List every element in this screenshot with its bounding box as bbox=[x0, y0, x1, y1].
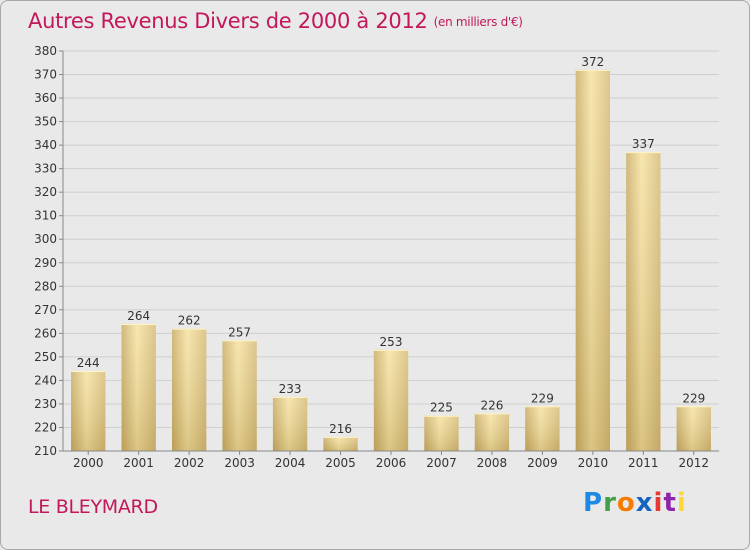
data-label: 216 bbox=[329, 422, 352, 436]
data-label: 264 bbox=[127, 309, 150, 323]
y-tick-label: 280 bbox=[34, 279, 57, 293]
x-tick-label: 2005 bbox=[325, 456, 356, 470]
x-tick-label: 2012 bbox=[678, 456, 709, 470]
bar-shade bbox=[323, 436, 358, 451]
y-tick-label: 210 bbox=[34, 444, 57, 458]
x-tick-label: 2002 bbox=[174, 456, 205, 470]
y-tick-label: 380 bbox=[34, 44, 57, 58]
y-tick-label: 270 bbox=[34, 303, 57, 317]
x-tick-label: 2001 bbox=[123, 456, 154, 470]
bar-shade bbox=[71, 371, 106, 451]
y-tick-label: 320 bbox=[34, 185, 57, 199]
x-tick-label: 2006 bbox=[376, 456, 407, 470]
data-label: 225 bbox=[430, 401, 453, 415]
bar-shade bbox=[373, 349, 409, 451]
bar-shade bbox=[676, 406, 711, 451]
y-tick-label: 220 bbox=[34, 420, 57, 434]
data-label: 257 bbox=[228, 325, 251, 339]
x-tick-label: 2010 bbox=[578, 456, 609, 470]
y-tick-label: 370 bbox=[34, 68, 57, 82]
y-tick-label: 310 bbox=[34, 209, 57, 223]
bar-shade bbox=[171, 328, 207, 451]
data-label: 229 bbox=[531, 391, 554, 405]
y-tick-label: 230 bbox=[34, 397, 57, 411]
x-tick-label: 2009 bbox=[527, 456, 558, 470]
y-tick-label: 290 bbox=[34, 256, 57, 270]
bar-shade bbox=[575, 69, 611, 451]
bar-shade bbox=[222, 340, 257, 451]
data-label: 337 bbox=[632, 137, 655, 151]
data-label: 262 bbox=[178, 314, 201, 328]
y-tick-label: 300 bbox=[34, 232, 57, 246]
y-tick-label: 240 bbox=[34, 373, 57, 387]
city-name: LE BLEYMARD bbox=[28, 496, 158, 518]
x-tick-label: 2004 bbox=[275, 456, 306, 470]
y-tick-label: 250 bbox=[34, 350, 57, 364]
x-tick-label: 2000 bbox=[73, 456, 104, 470]
data-label: 244 bbox=[77, 356, 100, 370]
x-tick-label: 2007 bbox=[426, 456, 457, 470]
proxiti-logo[interactable]: Proxiti bbox=[583, 488, 687, 518]
bar-shade bbox=[272, 396, 308, 451]
bar-shade bbox=[474, 413, 510, 451]
bar-shade bbox=[121, 323, 156, 451]
data-label: 233 bbox=[279, 382, 302, 396]
x-tick-label: 2008 bbox=[477, 456, 508, 470]
x-tick-label: 2003 bbox=[224, 456, 255, 470]
y-tick-label: 360 bbox=[34, 91, 57, 105]
bar-shade bbox=[525, 406, 560, 451]
bar-shade bbox=[424, 415, 459, 451]
x-tick-label: 2011 bbox=[628, 456, 659, 470]
data-label: 372 bbox=[581, 55, 604, 69]
data-label: 229 bbox=[682, 391, 705, 405]
chart-title: Autres Revenus Divers de 2000 à 2012 (en … bbox=[28, 9, 523, 33]
chart-title-text: Autres Revenus Divers de 2000 à 2012 bbox=[28, 9, 428, 33]
data-label: 253 bbox=[380, 335, 403, 349]
y-tick-label: 340 bbox=[34, 138, 57, 152]
chart-unit-label: (en milliers d'€) bbox=[433, 15, 523, 29]
y-tick-label: 330 bbox=[34, 162, 57, 176]
y-tick-label: 260 bbox=[34, 326, 57, 340]
y-tick-label: 350 bbox=[34, 115, 57, 129]
data-label: 226 bbox=[480, 398, 503, 412]
bar-shade bbox=[626, 152, 661, 452]
